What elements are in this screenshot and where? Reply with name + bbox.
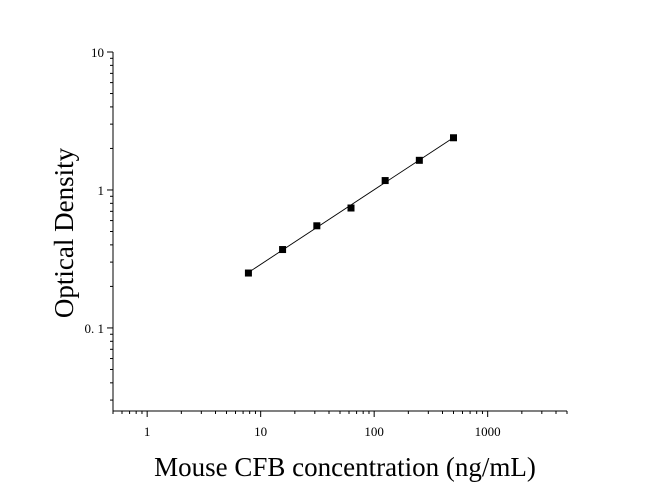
y-tick-label: 1: [98, 183, 105, 198]
axis-ticks: [107, 51, 568, 417]
y-tick-label: 0. 1: [85, 321, 105, 336]
data-point: [347, 204, 355, 212]
data-point: [381, 177, 389, 185]
x-axis-title: Mouse CFB concentration (ng/mL): [154, 452, 536, 482]
x-tick-label: 10: [254, 424, 267, 439]
x-tick-label: 100: [364, 424, 384, 439]
data-point: [313, 222, 321, 230]
data-point: [244, 269, 252, 277]
x-tick-label: 1000: [475, 424, 501, 439]
data-points: [244, 134, 457, 277]
y-tick-label: 10: [91, 45, 104, 60]
data-point: [415, 156, 423, 164]
data-point: [450, 134, 457, 142]
tick-labels: 1 10 100 1000 0. 1 1 10: [85, 45, 501, 439]
y-axis-title: Optical Density: [49, 147, 79, 318]
axes: [112, 52, 567, 412]
data-point: [279, 246, 287, 254]
x-tick-label: 1: [144, 424, 151, 439]
